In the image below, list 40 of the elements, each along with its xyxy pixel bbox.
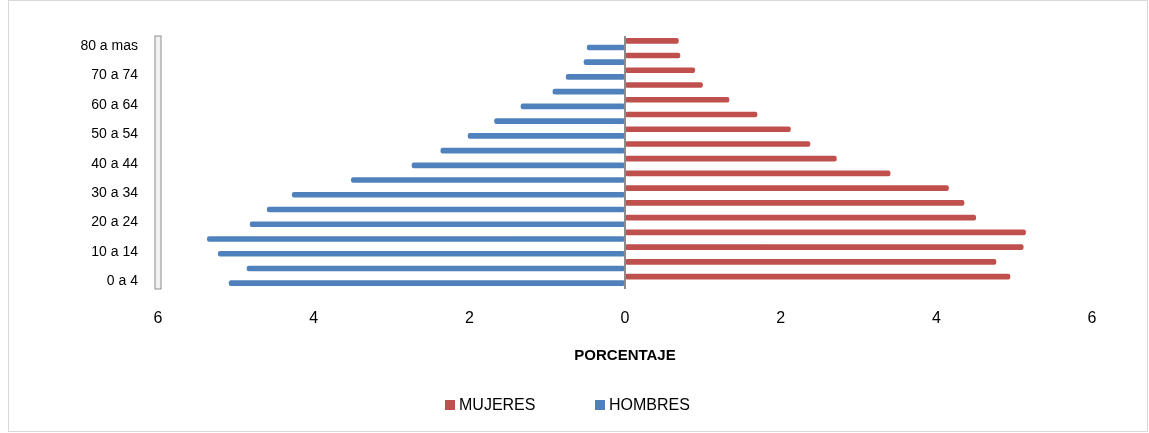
x-tick-label: 4: [309, 309, 319, 326]
y-tick-label: 0 a 4: [106, 272, 139, 289]
bar: [625, 82, 703, 88]
legend-label: MUJERES: [459, 396, 536, 413]
y-tick-label: 30 a 34: [91, 183, 139, 200]
y-tick-label: 50 a 54: [91, 125, 139, 142]
y-tick-label: 60 a 64: [91, 95, 139, 112]
x-tick-label: 2: [776, 309, 786, 326]
bar: [625, 155, 837, 162]
bar: [625, 67, 696, 74]
bar: [625, 38, 679, 44]
bar: [625, 244, 1024, 250]
bar: [625, 259, 997, 265]
bar: [228, 280, 625, 287]
bar: [291, 191, 625, 198]
bar: [351, 177, 625, 183]
bar: [625, 141, 811, 147]
x-tick-label: 6: [153, 309, 163, 326]
y-tick-label: 40 a 44: [91, 154, 139, 171]
x-tick-label: 4: [931, 309, 941, 326]
bar: [565, 74, 625, 80]
y-tick-label: 70 a 74: [91, 66, 139, 83]
bar: [494, 118, 625, 124]
bar: [625, 126, 791, 133]
bar: [625, 96, 730, 103]
bar: [467, 133, 625, 139]
x-tick-label: 6: [1087, 309, 1097, 326]
y-tick-label: 10 a 14: [91, 242, 139, 259]
bar: [217, 250, 625, 257]
x-tick-label: 2: [464, 309, 474, 326]
bar: [625, 185, 949, 191]
x-axis-title: PORCENTAJE: [574, 346, 676, 363]
y-tick-label: 20 a 24: [91, 213, 139, 230]
bar: [207, 236, 625, 242]
bar: [249, 221, 625, 228]
x-tick-label: 0: [620, 309, 630, 326]
legend-label: HOMBRES: [609, 396, 690, 413]
bar: [583, 59, 625, 65]
bar: [625, 200, 965, 206]
y-tick-label: 80 a mas: [80, 36, 138, 53]
